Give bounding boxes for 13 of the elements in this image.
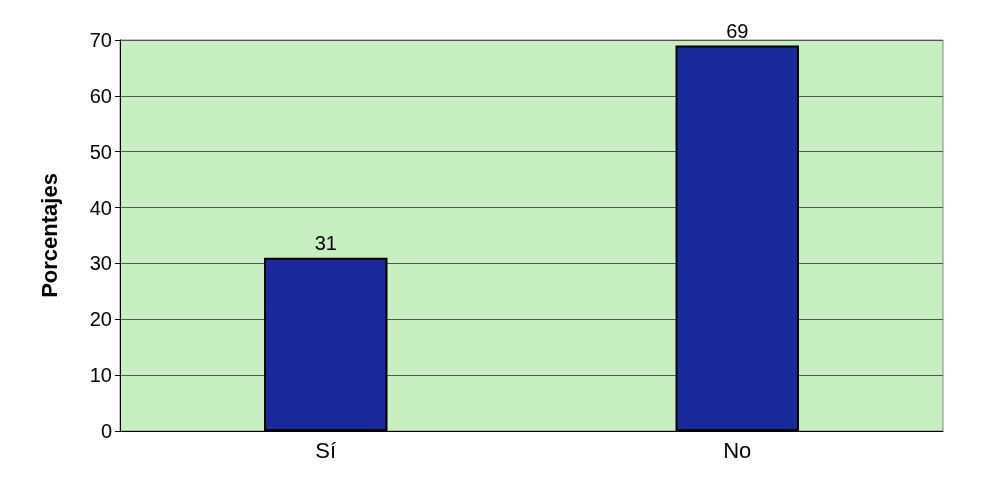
y-tick-label: 20: [89, 308, 112, 331]
data-label: 31: [314, 231, 337, 254]
y-tick-label: 60: [89, 84, 112, 107]
y-tick-label: 50: [89, 140, 112, 163]
y-tick-label: 70: [89, 29, 112, 51]
y-tick-label: 30: [89, 252, 112, 275]
y-tick-label: 10: [89, 364, 112, 387]
y-axis-title: Porcentajes: [36, 173, 62, 298]
y-tick-label: 0: [100, 420, 112, 442]
data-label: 69: [726, 19, 749, 42]
x-tick-label: Sí: [315, 437, 337, 463]
x-tick-label: No: [723, 437, 752, 463]
y-tick-label: 40: [89, 196, 112, 219]
